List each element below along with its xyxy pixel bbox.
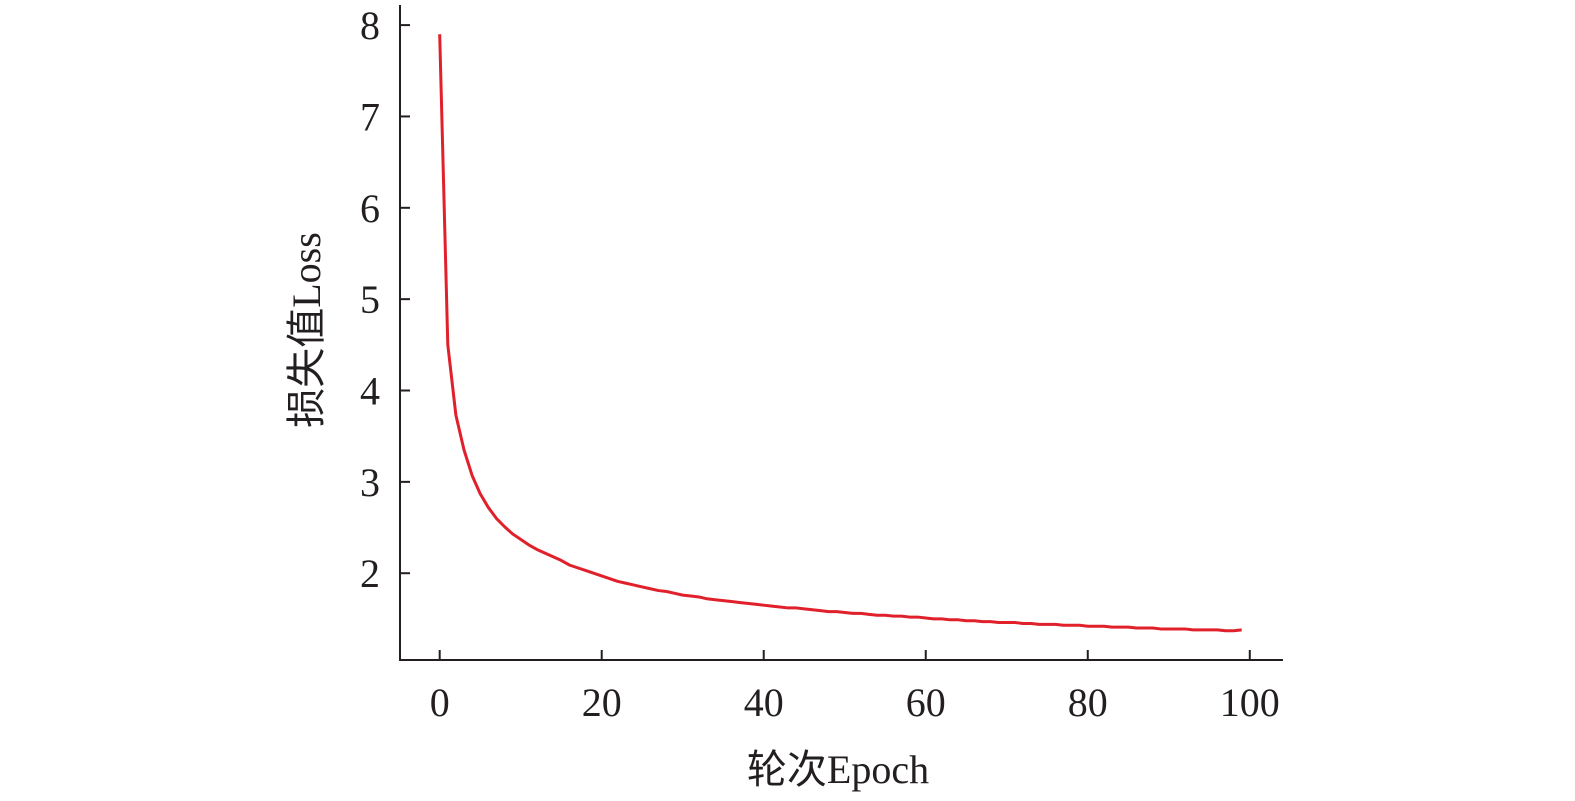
y-tick-label: 4 (360, 369, 380, 414)
y-tick-label: 7 (360, 94, 380, 139)
x-tick-label: 60 (906, 680, 946, 725)
x-tick-label: 100 (1220, 680, 1280, 725)
x-tick-label: 80 (1068, 680, 1108, 725)
y-axis-label: 损失值Loss (284, 232, 329, 428)
y-tick-label: 5 (360, 277, 380, 322)
y-tick-label: 3 (360, 460, 380, 505)
x-tick-label: 40 (744, 680, 784, 725)
loss-line (438, 34, 1242, 633)
x-tick-label: 0 (430, 680, 450, 725)
y-tick-label: 8 (360, 3, 380, 48)
x-axis-label: 轮次Epoch (747, 747, 929, 792)
x-tick-label: 20 (582, 680, 622, 725)
y-tick-label: 2 (360, 551, 380, 596)
y-tick-label: 6 (360, 186, 380, 231)
